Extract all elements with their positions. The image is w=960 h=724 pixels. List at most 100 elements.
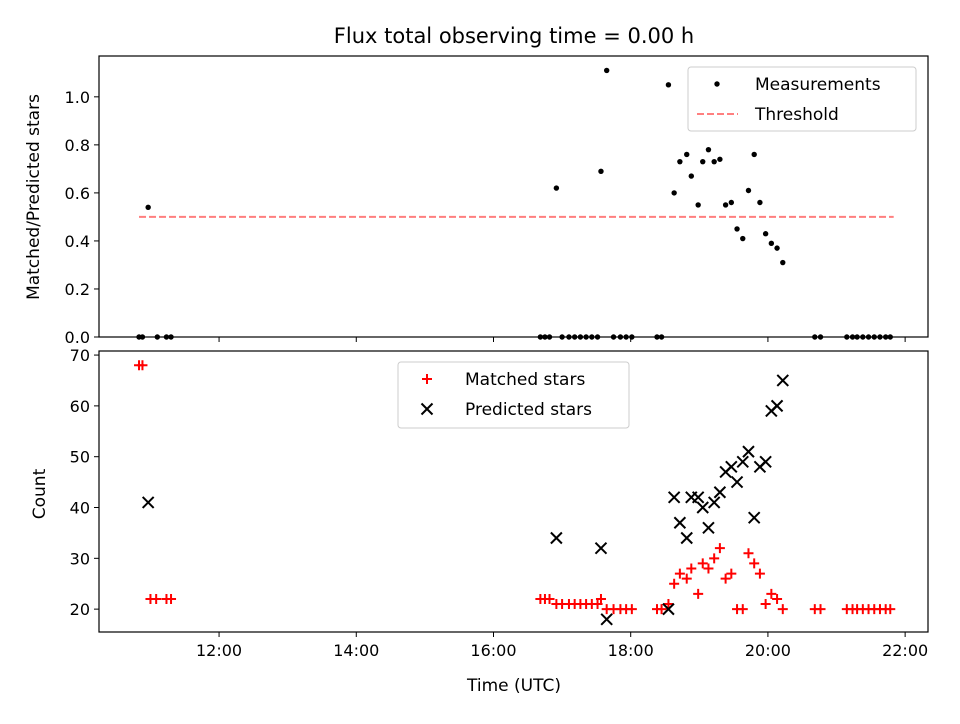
- chart-title: Flux total observing time = 0.00 h: [334, 24, 694, 48]
- matched-star-point: [760, 599, 771, 610]
- matched-star-point: [703, 563, 714, 574]
- measurement-point: [559, 334, 565, 340]
- matched-star-point: [743, 548, 754, 559]
- measurement-point: [571, 334, 578, 340]
- measurement-point: [695, 202, 701, 208]
- measurement-point: [566, 334, 572, 340]
- predicted-star-point: [730, 475, 744, 489]
- top-axes-frame: [98, 55, 929, 338]
- bottom-y-tick-label: 40: [70, 499, 90, 518]
- measurement-point: [740, 235, 746, 242]
- measurement-point: [623, 334, 629, 340]
- matched-star-point: [815, 604, 826, 615]
- matched-star-point: [709, 553, 720, 564]
- x-tick-label: 20:00: [745, 641, 791, 660]
- measurement-point: [589, 334, 595, 340]
- measurement-point: [610, 334, 617, 340]
- matched-star-point: [754, 568, 765, 579]
- measurement-point: [688, 173, 695, 179]
- bottom-y-tick-label: 30: [70, 549, 90, 568]
- bottom-y-axis-label: Count: [30, 468, 50, 519]
- measurement-point: [734, 226, 740, 232]
- measurement-point: [717, 156, 723, 162]
- matched-star-point: [766, 588, 777, 599]
- x-tick-label: 18:00: [608, 641, 654, 660]
- matched-star-point: [714, 543, 725, 554]
- measurement-point: [817, 334, 824, 340]
- matched-star-point: [749, 558, 760, 569]
- predicted-star-point: [680, 531, 693, 545]
- measurement-point: [577, 334, 584, 340]
- measurement-point: [163, 334, 170, 340]
- measurement-point: [722, 202, 729, 208]
- measurement-point: [705, 146, 712, 153]
- measurement-point: [629, 334, 635, 340]
- measurement-point: [542, 334, 548, 340]
- bottom-legend-label: Predicted stars: [465, 400, 592, 420]
- matched-star-point: [656, 604, 667, 615]
- matched-star-point: [885, 604, 896, 615]
- measurement-point: [168, 334, 174, 340]
- bottom-plot: 12:00 14:00 16:00 18:00 20:00 22:00 20 30 40 50 60…: [70, 346, 929, 660]
- measurement-point: [745, 187, 752, 194]
- measurement-point: [854, 334, 860, 340]
- measurement-point: [154, 334, 161, 340]
- matched-star-point: [686, 563, 697, 574]
- x-tick-label: 22:00: [882, 641, 928, 660]
- matched-star-point: [720, 573, 731, 584]
- measurement-point: [537, 334, 544, 340]
- predicted-star-point: [725, 460, 738, 474]
- predicted-star-point: [667, 491, 681, 504]
- legend-matched-swatch: [422, 374, 432, 384]
- top-legend-label: Measurements: [755, 75, 881, 95]
- matched-star-point: [544, 593, 555, 604]
- predicted-star-point: [550, 531, 563, 545]
- predicted-star-point: [747, 511, 761, 524]
- matched-star-point: [693, 588, 704, 599]
- matched-star-point: [772, 593, 783, 604]
- predicted-star-point: [736, 455, 749, 468]
- top-y-tick-label: 0.4: [65, 232, 90, 251]
- measurement-point: [812, 334, 818, 340]
- measurement-point: [603, 67, 610, 74]
- top-plot: 0.0 0.2 0.4 0.6 0.8 1.0 Measurements Threshold: [65, 55, 929, 347]
- top-y-tick-label: 0.6: [65, 184, 90, 203]
- measurement-point: [677, 158, 683, 165]
- matched-star-point: [166, 593, 177, 604]
- measurement-point: [728, 199, 735, 206]
- matched-star-point: [151, 593, 162, 604]
- top-legend-label: Threshold: [754, 105, 839, 125]
- bottom-y-tick-label: 20: [70, 600, 90, 619]
- measurement-point: [882, 334, 889, 340]
- measurement-point: [658, 334, 665, 340]
- measurement-point: [145, 204, 151, 211]
- predicted-star-point: [673, 516, 687, 529]
- measurement-point: [757, 199, 763, 206]
- bottom-legend-label: Matched stars: [465, 370, 585, 390]
- predicted-star-point: [600, 613, 613, 626]
- predicted-star-point: [770, 399, 784, 413]
- matched-star-point: [674, 568, 685, 579]
- matched-star-point: [737, 604, 748, 615]
- measurement-point: [139, 334, 146, 340]
- measurement-point: [598, 168, 604, 174]
- measurement-point: [546, 334, 553, 340]
- predicted-star-point: [696, 501, 709, 514]
- predicted-star-point: [691, 491, 705, 504]
- measurement-point: [665, 82, 672, 88]
- top-y-tick-label: 0.2: [65, 280, 90, 299]
- matched-star-point: [669, 578, 680, 589]
- top-y-tick-label: 0.0: [65, 328, 90, 347]
- measurement-point: [774, 245, 780, 251]
- top-legend: Measurements Threshold: [687, 66, 917, 132]
- measurement-point: [671, 190, 677, 196]
- predicted-star-point: [713, 486, 727, 499]
- predicted-star-point: [594, 541, 608, 555]
- bottom-y-tick-label: 50: [70, 448, 90, 467]
- measurement-point: [751, 151, 757, 158]
- predicted-star-point: [141, 496, 155, 509]
- bottom-y-tick-label: 60: [70, 397, 90, 416]
- measurement-point: [865, 334, 872, 340]
